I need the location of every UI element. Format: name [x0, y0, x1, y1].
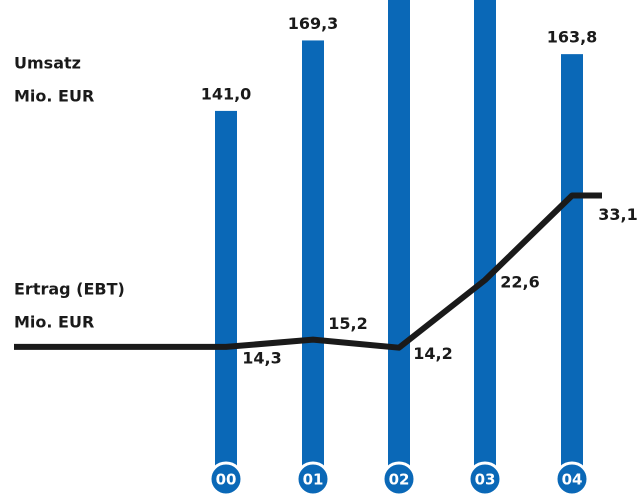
line-value-label: 33,1 [598, 205, 637, 224]
legend-line-name: Ertrag (EBT) [14, 280, 125, 299]
category-badge [467, 461, 503, 496]
x-tick-label: 03 [475, 471, 496, 489]
line [14, 192, 602, 351]
line-value-label: 15,2 [328, 314, 367, 333]
x-tick-label: 01 [303, 471, 324, 489]
category-badge [554, 461, 590, 496]
bar-value-label: 169,3 [288, 14, 339, 33]
bar [561, 54, 583, 472]
category-badge [381, 461, 417, 496]
x-tick-label: 00 [216, 471, 237, 489]
line-value-label: 14,2 [413, 344, 452, 363]
bars [215, 0, 583, 473]
category-badge [295, 461, 331, 496]
bar [302, 40, 324, 473]
bar [388, 0, 410, 472]
line-value-label: 14,3 [242, 348, 281, 367]
x-tick-label: 04 [562, 471, 583, 489]
legend-line-unit: Mio. EUR [14, 313, 94, 332]
legend-bar-name: Umsatz [14, 54, 81, 73]
bar-value-label: 163,8 [547, 28, 598, 47]
x-tick-label: 02 [389, 471, 410, 489]
legend-bar-unit: Mio. EUR [14, 87, 94, 106]
bar-value-label: 141,0 [201, 84, 252, 103]
line-value-label: 22,6 [500, 273, 539, 292]
category-badge [208, 461, 244, 496]
bar [474, 0, 496, 472]
bar [215, 110, 237, 472]
